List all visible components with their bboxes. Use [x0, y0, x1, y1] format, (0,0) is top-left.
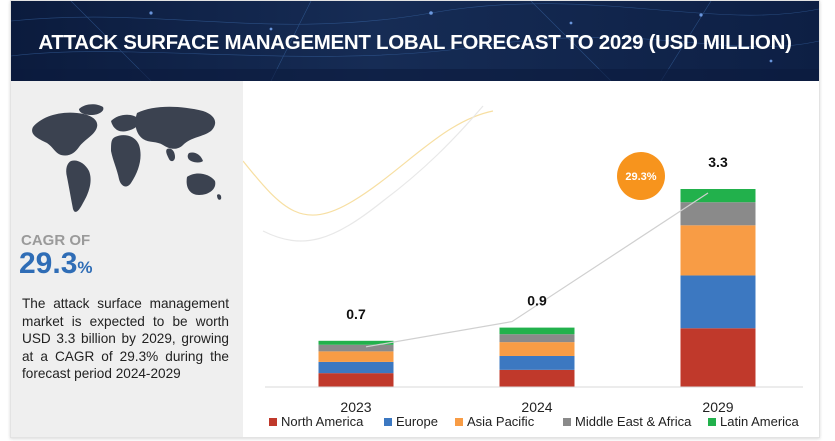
page-title: ATTACK SURFACE MANAGEMENT LOBAL FORECAST…	[38, 31, 792, 54]
stacked-bar-chart: 0.7 2023 0.9 2024 3.3 2029 29.3% North America…	[243, 105, 803, 429]
legend-item-label: Asia Pacific	[467, 414, 535, 429]
x-tick-label: 2029	[702, 399, 733, 415]
bar-segment-2023-north-america	[318, 373, 394, 387]
cagr-badge	[617, 152, 665, 200]
cagr-badge-label: 29.3%	[625, 171, 656, 183]
cagr-label: CAGR OF	[21, 232, 91, 249]
legend-swatch	[708, 418, 716, 426]
bar-total-label: 0.7	[346, 306, 366, 322]
legend-item-label: Europe	[396, 414, 438, 429]
bar-segment-2029-middle-east-africa	[680, 202, 756, 226]
bar-total-label: 3.3	[708, 154, 728, 170]
bar-segment-2023-latin-america	[318, 340, 394, 345]
bar-segment-2023-asia-pacific	[318, 351, 394, 362]
cagr-number: 29.3	[19, 247, 78, 280]
bar-segment-2024-europe	[499, 355, 575, 370]
growth-trend-line	[365, 192, 709, 348]
legend-swatch	[563, 418, 571, 426]
legend-item-label: Latin America	[720, 414, 800, 429]
bar-segment-2029-asia-pacific	[680, 225, 756, 276]
world-map-icon	[32, 104, 222, 212]
bar-segment-2023-europe	[318, 361, 394, 374]
infographic-card: ATTACK SURFACE MANAGEMENT LOBAL FORECAST…	[10, 0, 820, 438]
x-tick-label: 2023	[340, 399, 371, 415]
bar-segment-2024-north-america	[499, 369, 575, 387]
cagr-unit: %	[77, 258, 93, 277]
summary-panel: CAGR OF 29.3% The attack surface managem…	[11, 81, 243, 437]
legend-item-label: Middle East & Africa	[575, 414, 692, 429]
legend-swatch	[455, 418, 463, 426]
legend-item-label: North America	[281, 414, 364, 429]
legend-swatch	[384, 418, 392, 426]
bar-segment-2023-middle-east-africa	[318, 344, 394, 352]
bar-segment-2024-asia-pacific	[499, 342, 575, 356]
header-network-decoration	[11, 1, 819, 81]
header-banner: ATTACK SURFACE MANAGEMENT LOBAL FORECAST…	[11, 1, 819, 81]
cagr-value: 29.3%	[19, 247, 93, 281]
bar-segment-2024-latin-america	[499, 327, 575, 335]
bar-segment-2029-north-america	[680, 328, 756, 387]
bar-segment-2029-europe	[680, 275, 756, 329]
bar-segment-2029-latin-america	[680, 189, 756, 203]
background-swirls	[243, 105, 494, 242]
x-tick-label: 2024	[521, 399, 552, 415]
bar-total-label: 0.9	[527, 293, 547, 309]
bar-segment-2024-middle-east-africa	[499, 334, 575, 343]
market-description: The attack surface management market is …	[22, 296, 229, 381]
legend-swatch	[269, 418, 277, 426]
